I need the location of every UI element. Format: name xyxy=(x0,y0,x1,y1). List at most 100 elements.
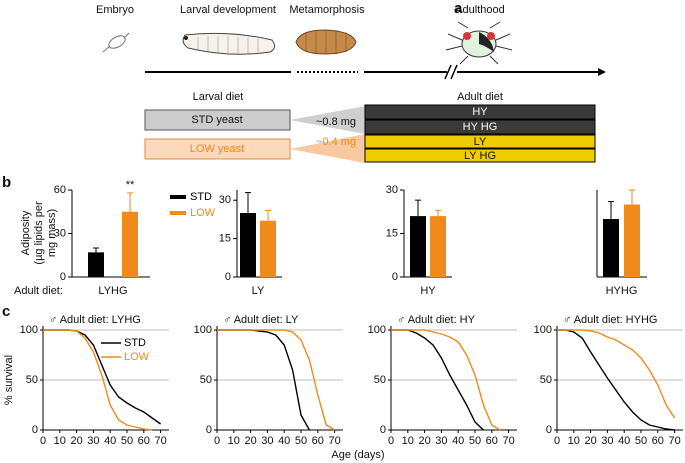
y-tick-label: 30 xyxy=(219,194,231,206)
mass-label: ~0.8 mg xyxy=(316,116,356,128)
y-tick-label: 0 xyxy=(392,271,398,283)
diet-label: HY HG xyxy=(463,121,498,133)
legend-label: STD xyxy=(124,337,146,349)
diet-label: STD yeast xyxy=(191,114,242,126)
x-tick-label: 0 xyxy=(554,435,560,447)
x-tick-label: 10 xyxy=(228,435,240,447)
x-tick-label: 20 xyxy=(70,435,82,447)
y-tick-label: 50 xyxy=(26,374,38,386)
stage-label: Metamorphosis xyxy=(289,4,365,16)
y-tick-label: 30 xyxy=(54,227,66,239)
x-tick-label: 40 xyxy=(452,435,464,447)
y-tick-label: 0 xyxy=(206,424,212,436)
x-tick-label: 60 xyxy=(486,435,498,447)
y-tick-label: 0 xyxy=(546,424,552,436)
x-tick-label: 10 xyxy=(402,435,414,447)
mass-label: ~0.4 mg xyxy=(316,136,356,148)
y-label-group: Adiposity (µg lipids per mg mass) xyxy=(20,201,58,265)
legend-label: LOW xyxy=(124,351,150,363)
y-tick-label: 15 xyxy=(219,233,231,245)
survival-curve xyxy=(557,329,675,431)
x-tick-label: 30 xyxy=(261,435,273,447)
x-tick-label: 70 xyxy=(502,435,514,447)
x-category-label: LYHG xyxy=(98,285,127,297)
x-tick-label: 60 xyxy=(652,435,664,447)
x-tick-label: 40 xyxy=(618,435,630,447)
survival-curve xyxy=(43,329,153,431)
diet-label: LY xyxy=(474,136,487,148)
x-tick-label: 50 xyxy=(121,435,133,447)
diet-label: LY HG xyxy=(464,150,496,162)
stage-label: Larval development xyxy=(180,4,276,16)
embryo-icon xyxy=(102,32,130,53)
legend-label: LOW xyxy=(190,207,216,219)
y-tick-label: 50 xyxy=(200,374,212,386)
x-tick-label: 60 xyxy=(138,435,150,447)
x-tick-label: 0 xyxy=(388,435,394,447)
x-tick-label: 40 xyxy=(278,435,290,447)
bar xyxy=(260,220,276,277)
y-tick-label: 50 xyxy=(540,374,552,386)
x-tick-label: 30 xyxy=(87,435,99,447)
chart-title: ♂ Adult diet: HY xyxy=(397,314,476,326)
bar xyxy=(410,216,426,277)
y-tick-label: 0 xyxy=(225,271,231,283)
x-tick-label: 20 xyxy=(584,435,596,447)
y-tick-label: 0 xyxy=(32,424,38,436)
diet-header: Adult diet xyxy=(457,91,503,103)
diet-header: Larval diet xyxy=(193,91,244,103)
x-tick-label: 60 xyxy=(312,435,324,447)
x-tick-label: 10 xyxy=(568,435,580,447)
x-tick-label: 0 xyxy=(214,435,220,447)
bar xyxy=(88,252,104,277)
pupa-icon xyxy=(295,29,357,55)
stage-label: Adulthood xyxy=(455,4,505,16)
y-tick-label: 100 xyxy=(534,324,552,336)
x-tick-label: 40 xyxy=(104,435,116,447)
x-category-label: HY xyxy=(420,285,436,297)
wedge xyxy=(290,134,365,163)
y-tick-label: 100 xyxy=(368,324,386,336)
x-category-label: LY xyxy=(252,285,265,297)
diet-box xyxy=(364,148,596,163)
survival-curve xyxy=(217,329,335,431)
diet-box xyxy=(364,134,596,149)
y-tick-label: 15 xyxy=(386,227,398,239)
y-axis-label: mg mass) xyxy=(46,209,58,257)
panel-label: b xyxy=(2,174,11,191)
larva-icon xyxy=(182,32,276,55)
x-tick-label: 50 xyxy=(295,435,307,447)
y-tick-label: 60 xyxy=(54,184,66,196)
diet-box xyxy=(364,104,596,120)
y-tick-label: 0 xyxy=(380,424,386,436)
x-tick-label: 30 xyxy=(435,435,447,447)
significance: ** xyxy=(126,179,135,191)
x-tick-label: 10 xyxy=(54,435,66,447)
chart-title: ♂ Adult diet: LYHG xyxy=(49,314,141,326)
y-tick-label: 100 xyxy=(20,324,38,336)
x-tick-label: 70 xyxy=(668,435,680,447)
x-tick-label: 20 xyxy=(418,435,430,447)
x-tick-label: 70 xyxy=(328,435,340,447)
x-tick-label: 20 xyxy=(244,435,256,447)
legend-label: STD xyxy=(190,191,212,203)
fly-icon xyxy=(445,21,513,65)
bar xyxy=(122,211,138,277)
axis-break xyxy=(444,64,458,80)
y-axis-label: % survival xyxy=(3,355,15,405)
panel-label: c xyxy=(2,303,10,320)
survival-curve xyxy=(557,329,676,419)
chart-title: ♂ Adult diet: HYHG xyxy=(563,314,657,326)
x-tick-label: 70 xyxy=(154,435,166,447)
y-tick-label: 100 xyxy=(194,324,212,336)
diet-label: LOW yeast xyxy=(190,143,244,155)
bar xyxy=(430,216,446,277)
diet-label: HY xyxy=(472,106,488,118)
diet-box xyxy=(144,138,291,160)
chart-title: ♂ Adult diet: LY xyxy=(223,314,299,326)
bar xyxy=(624,204,640,277)
diet-box xyxy=(364,119,596,135)
wedge xyxy=(290,106,365,134)
